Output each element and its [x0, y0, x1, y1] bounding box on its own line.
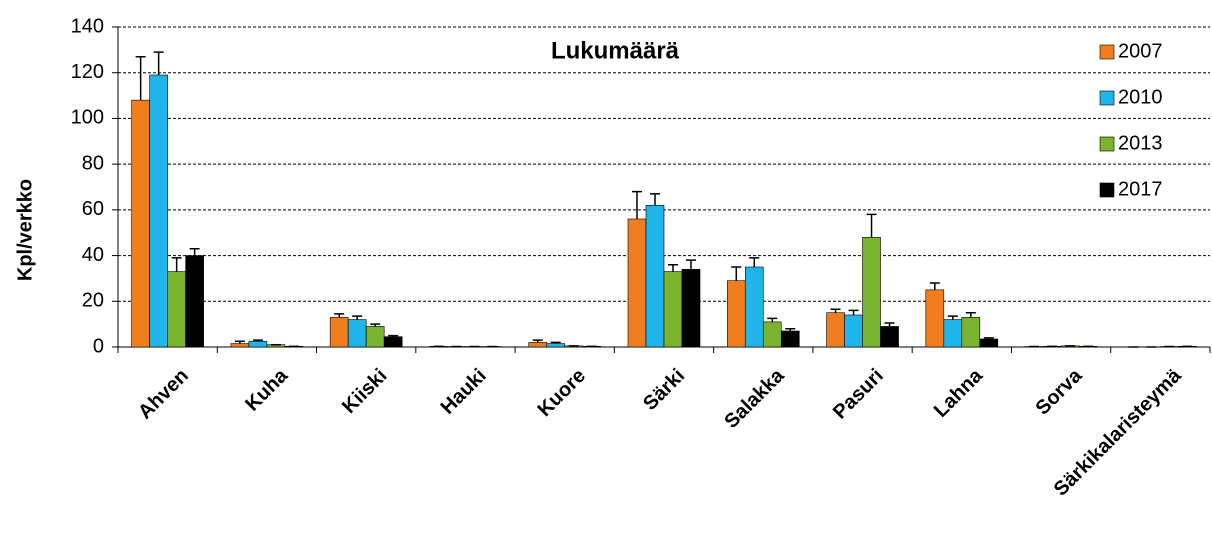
- error-bar: [983, 337, 994, 339]
- bar: [663, 271, 683, 348]
- x-tick-label: Kiiski: [338, 365, 391, 418]
- x-tick-label: Salakka: [720, 364, 789, 433]
- error-bar: [252, 339, 263, 342]
- bar: [943, 319, 963, 348]
- bar: [383, 336, 403, 348]
- bar: [149, 74, 168, 348]
- legend-swatch: [1099, 136, 1115, 152]
- bar: [185, 255, 204, 348]
- error-bar: [650, 193, 660, 206]
- error-bar: [866, 213, 877, 238]
- bar: [880, 326, 899, 348]
- x-tick-label: Ahven: [134, 365, 193, 424]
- legend-label: 2010: [1118, 86, 1163, 108]
- bar: [131, 99, 150, 348]
- error-bar: [830, 308, 841, 313]
- bar: [167, 271, 186, 348]
- error-bar: [153, 51, 164, 75]
- error-bar: [632, 190, 642, 219]
- bar: [248, 340, 268, 348]
- x-tick-label: Kuha: [241, 364, 293, 416]
- legend-label: 2013: [1118, 132, 1163, 154]
- bar: [862, 236, 881, 348]
- error-bar: [785, 327, 796, 331]
- legend-swatch: [1099, 182, 1115, 198]
- bar: [347, 319, 367, 348]
- y-tick-label: 0: [93, 335, 104, 357]
- bar: [329, 316, 349, 348]
- bar: [925, 289, 945, 348]
- bar: [979, 338, 999, 348]
- bar: [726, 280, 746, 348]
- bar: [365, 326, 385, 348]
- chart-title: Lukumäärä: [551, 37, 680, 64]
- error-bar: [929, 282, 940, 290]
- bar: [546, 343, 566, 348]
- bar: [780, 330, 800, 348]
- legend-swatch: [1099, 90, 1115, 106]
- y-tick-label: 60: [82, 198, 104, 220]
- x-tick-label: Lahna: [930, 364, 988, 422]
- error-bar: [884, 322, 895, 327]
- x-tick-label: Särki: [639, 365, 689, 415]
- y-tick-label: 40: [82, 244, 104, 266]
- x-tick-label: Pasuri: [829, 365, 888, 424]
- bar: [961, 316, 981, 348]
- error-bar: [668, 263, 678, 272]
- error-bar: [352, 315, 363, 320]
- error-bar: [135, 55, 146, 101]
- bar: [826, 312, 845, 348]
- error-bar: [171, 257, 182, 272]
- bar: [744, 266, 764, 348]
- y-tick-label: 20: [82, 290, 104, 312]
- error-bar: [848, 309, 859, 315]
- error-bar: [532, 339, 543, 343]
- bar: [844, 314, 863, 348]
- error-bar: [731, 266, 742, 281]
- legend-swatch: [1099, 44, 1115, 60]
- error-bar: [767, 317, 778, 322]
- y-axis-label: Kpl/verkko: [14, 179, 36, 281]
- x-tick-label: Sorva: [1031, 364, 1086, 419]
- y-tick-label: 80: [82, 152, 104, 174]
- error-bar: [749, 257, 760, 267]
- x-tick-label: Kuore: [534, 365, 590, 421]
- error-bar: [686, 259, 696, 270]
- error-bar: [550, 341, 561, 344]
- error-bar: [189, 247, 200, 256]
- error-bar: [965, 311, 976, 318]
- error-bar: [334, 313, 345, 318]
- bar: [627, 218, 647, 348]
- error-bar: [388, 334, 399, 337]
- y-tick-label: 120: [71, 61, 104, 83]
- legend-label: 2007: [1118, 40, 1163, 62]
- bar: [528, 342, 548, 348]
- x-tick-label: Hauki: [437, 365, 491, 419]
- legend-label: 2017: [1118, 178, 1163, 200]
- error-bar: [370, 323, 381, 327]
- bar: [230, 343, 250, 348]
- bar: [762, 321, 782, 348]
- error-bar: [947, 315, 958, 320]
- y-tick-label: 100: [71, 107, 104, 129]
- bar: [645, 204, 665, 348]
- bar: [681, 268, 701, 348]
- error-bar: [234, 340, 245, 344]
- y-tick-label: 140: [71, 15, 104, 37]
